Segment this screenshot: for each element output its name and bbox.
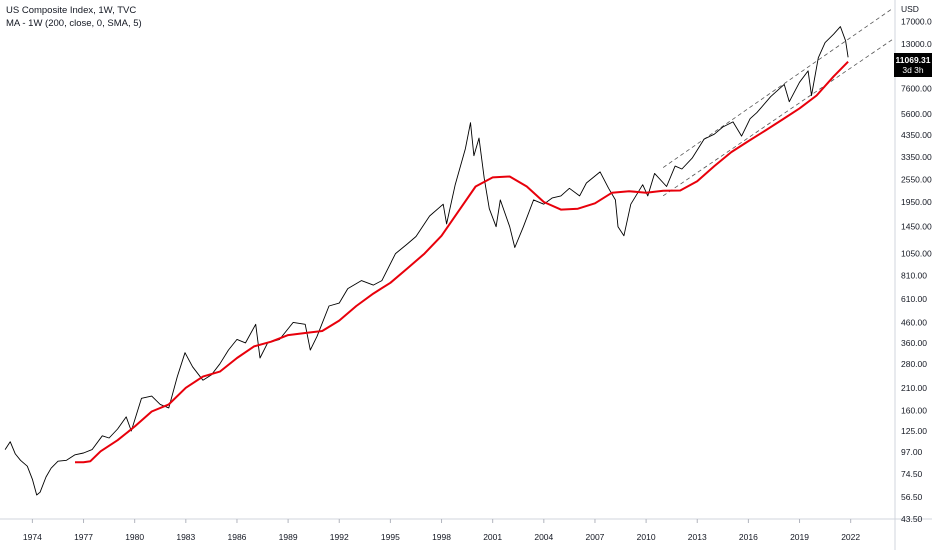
channel-line-upper (662, 7, 894, 168)
currency-label: USD (901, 4, 919, 14)
x-tick-label: 1989 (279, 532, 298, 542)
x-tick-label: 1980 (125, 532, 144, 542)
x-tick-label: 2013 (688, 532, 707, 542)
y-tick-label: 280.00 (901, 359, 927, 369)
last-price-tag: 11069.31 3d 3h (894, 53, 932, 77)
y-tick-label: 160.00 (901, 405, 927, 415)
y-tick-label: 210.00 (901, 383, 927, 393)
y-tick-label: 1050.00 (901, 249, 932, 259)
x-tick-label: 1983 (176, 532, 195, 542)
x-tick-label: 1998 (432, 532, 451, 542)
x-tick-label: 2022 (841, 532, 860, 542)
indicator-label: MA - 1W (200, close, 0, SMA, 5) (6, 18, 142, 29)
y-tick-label: 1450.00 (901, 222, 932, 232)
channel-line-lower (662, 38, 894, 197)
x-tick-label: 1974 (23, 532, 42, 542)
series-lines (4, 26, 849, 496)
y-tick-label: 43.50 (901, 514, 923, 524)
x-tick-label: 1977 (74, 532, 93, 542)
y-tick-label: 17000.00 (901, 17, 932, 27)
y-tick-label: 5600.00 (901, 109, 932, 119)
y-tick-label: 810.00 (901, 270, 927, 280)
y-tick-label: 1950.00 (901, 197, 932, 207)
y-tick-label: 7600.00 (901, 84, 932, 94)
y-tick-label: 125.00 (901, 426, 927, 436)
y-tick-label: 4350.00 (901, 130, 932, 140)
y-tick-label: 56.50 (901, 492, 923, 502)
x-tick-label: 2001 (483, 532, 502, 542)
y-tick-label: 2550.00 (901, 175, 932, 185)
y-tick-label: 97.00 (901, 447, 923, 457)
trend-channel (662, 7, 894, 197)
y-tick-label: 74.50 (901, 469, 923, 479)
x-tick-label: 2016 (739, 532, 758, 542)
x-tick-label: 2019 (790, 532, 809, 542)
index-price-line (4, 26, 849, 496)
bar-countdown: 3d 3h (902, 65, 924, 75)
x-tick-label: 2004 (534, 532, 553, 542)
y-tick-label: 360.00 (901, 338, 927, 348)
y-tick-label: 460.00 (901, 317, 927, 327)
chart-title: US Composite Index, 1W, TVC (6, 5, 137, 16)
x-tick-label: 2010 (637, 532, 656, 542)
x-tick-label: 1995 (381, 532, 400, 542)
x-tick-label: 1992 (330, 532, 349, 542)
x-tick-label: 2007 (586, 532, 605, 542)
y-tick-label: 13000.00 (901, 39, 932, 49)
moving-average-line (75, 60, 849, 464)
x-tick-label: 1986 (228, 532, 247, 542)
last-price-value: 11069.31 (895, 55, 931, 65)
y-tick-label: 3350.00 (901, 152, 932, 162)
y-tick-label: 610.00 (901, 294, 927, 304)
